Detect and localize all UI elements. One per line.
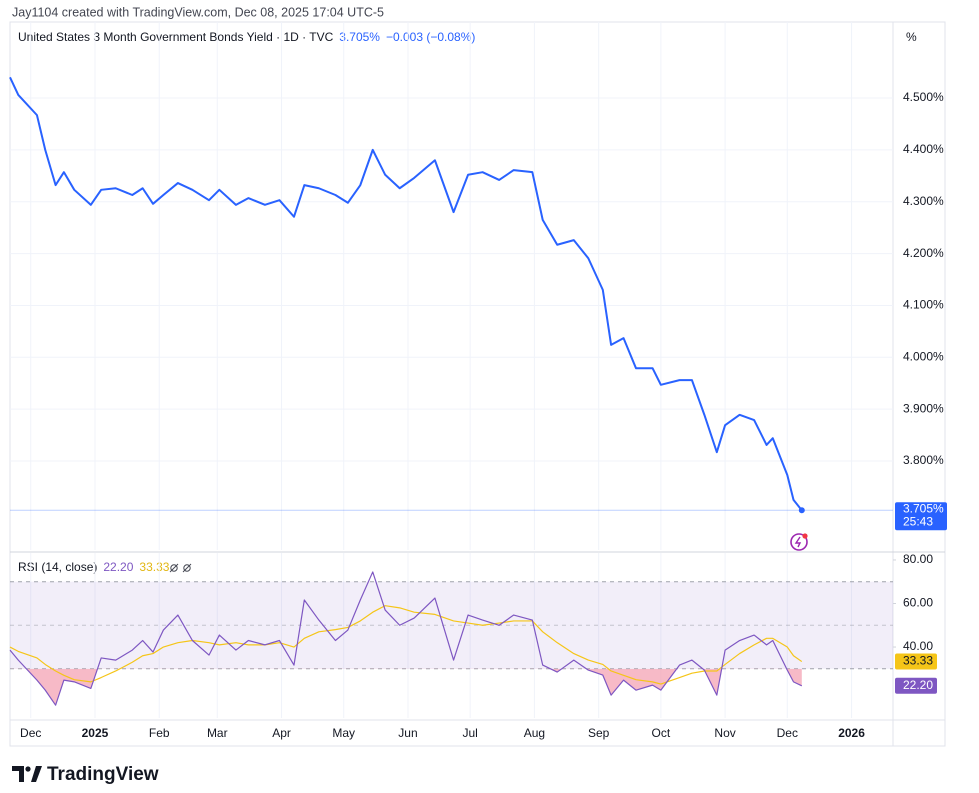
x-tick-label: 2025 <box>82 726 109 740</box>
y-tick-label: 4.000% <box>903 349 944 363</box>
last-value-label: 22.20 <box>903 678 933 692</box>
y-tick-label: 4.400% <box>903 142 944 156</box>
rsi-ma-value: 33.33 <box>139 560 169 574</box>
y-tick-label: 3.800% <box>903 453 944 467</box>
rsi-value: 22.20 <box>103 560 133 574</box>
series-line <box>9 571 803 706</box>
last-value-label: 33.33 <box>903 654 933 668</box>
y-tick-label: 4.300% <box>903 194 944 208</box>
brand: TradingView <box>47 764 159 785</box>
series-name: United States 3 Month Government Bonds Y… <box>18 30 334 44</box>
series-line <box>9 76 803 511</box>
last-point <box>798 507 805 514</box>
y-tick-label: 3.900% <box>903 401 944 415</box>
y-tick-label: 4.100% <box>903 298 944 312</box>
x-tick-label: Feb <box>149 726 170 740</box>
logo <box>12 766 42 782</box>
legend-icons <box>169 563 192 573</box>
legend: United States 3 Month Government Bonds Y… <box>18 30 475 44</box>
last-price-label: 3.705% <box>903 501 944 515</box>
x-tick-label: Dec <box>777 726 798 740</box>
frame <box>9 21 946 747</box>
x-tick-label: Sep <box>588 726 610 740</box>
y-tick-label: 60.00 <box>903 596 933 610</box>
oversold-fill <box>10 668 802 706</box>
x-tick-label: Dec <box>20 726 41 740</box>
rsi-legend: RSI (14, close) 22.20 33.33 <box>18 560 170 574</box>
x-tick-label: 2026 <box>838 726 865 740</box>
change: −0.003 (−0.08%) <box>386 30 475 44</box>
attribution: Jay1104 created with TradingView.com, De… <box>12 5 384 19</box>
x-tick-label: Aug <box>524 726 545 740</box>
last-price-box <box>895 502 947 531</box>
plot: 3.800% 3.900% 4.000% 4.100% 4.200% 4.300% 4.40… <box>9 22 947 740</box>
x-tick-label: Oct <box>652 726 671 740</box>
last-value-box <box>895 677 937 694</box>
x-tick-label: Mar <box>207 726 228 740</box>
countdown: 25:43 <box>903 514 933 528</box>
y-tick-label: 4.500% <box>903 90 944 104</box>
y-tick-label: 40.00 <box>903 639 933 653</box>
x-tick-label: Jul <box>462 726 477 740</box>
rsi-title: RSI (14, close) <box>18 560 97 574</box>
x-tick-label: Apr <box>272 726 291 740</box>
last-value-box <box>895 653 937 670</box>
series-line <box>9 605 803 685</box>
x-tick-label: Nov <box>714 726 735 740</box>
y-tick-label: 80.00 <box>903 552 933 566</box>
x-tick-label: Jun <box>398 726 417 740</box>
y-tick-label: 4.200% <box>903 246 944 260</box>
last-value: 3.705% <box>339 30 380 44</box>
unit-label: % <box>906 30 917 44</box>
alert-icon <box>790 533 808 551</box>
x-tick-label: May <box>332 726 355 740</box>
